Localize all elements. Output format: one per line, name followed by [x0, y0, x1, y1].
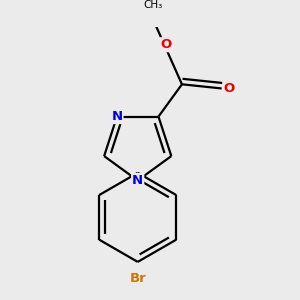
Text: N: N	[132, 174, 143, 187]
Text: N: N	[111, 110, 122, 123]
Text: O: O	[160, 38, 171, 51]
Text: Br: Br	[129, 272, 146, 285]
Text: CH₃: CH₃	[143, 0, 162, 11]
Text: O: O	[224, 82, 235, 95]
